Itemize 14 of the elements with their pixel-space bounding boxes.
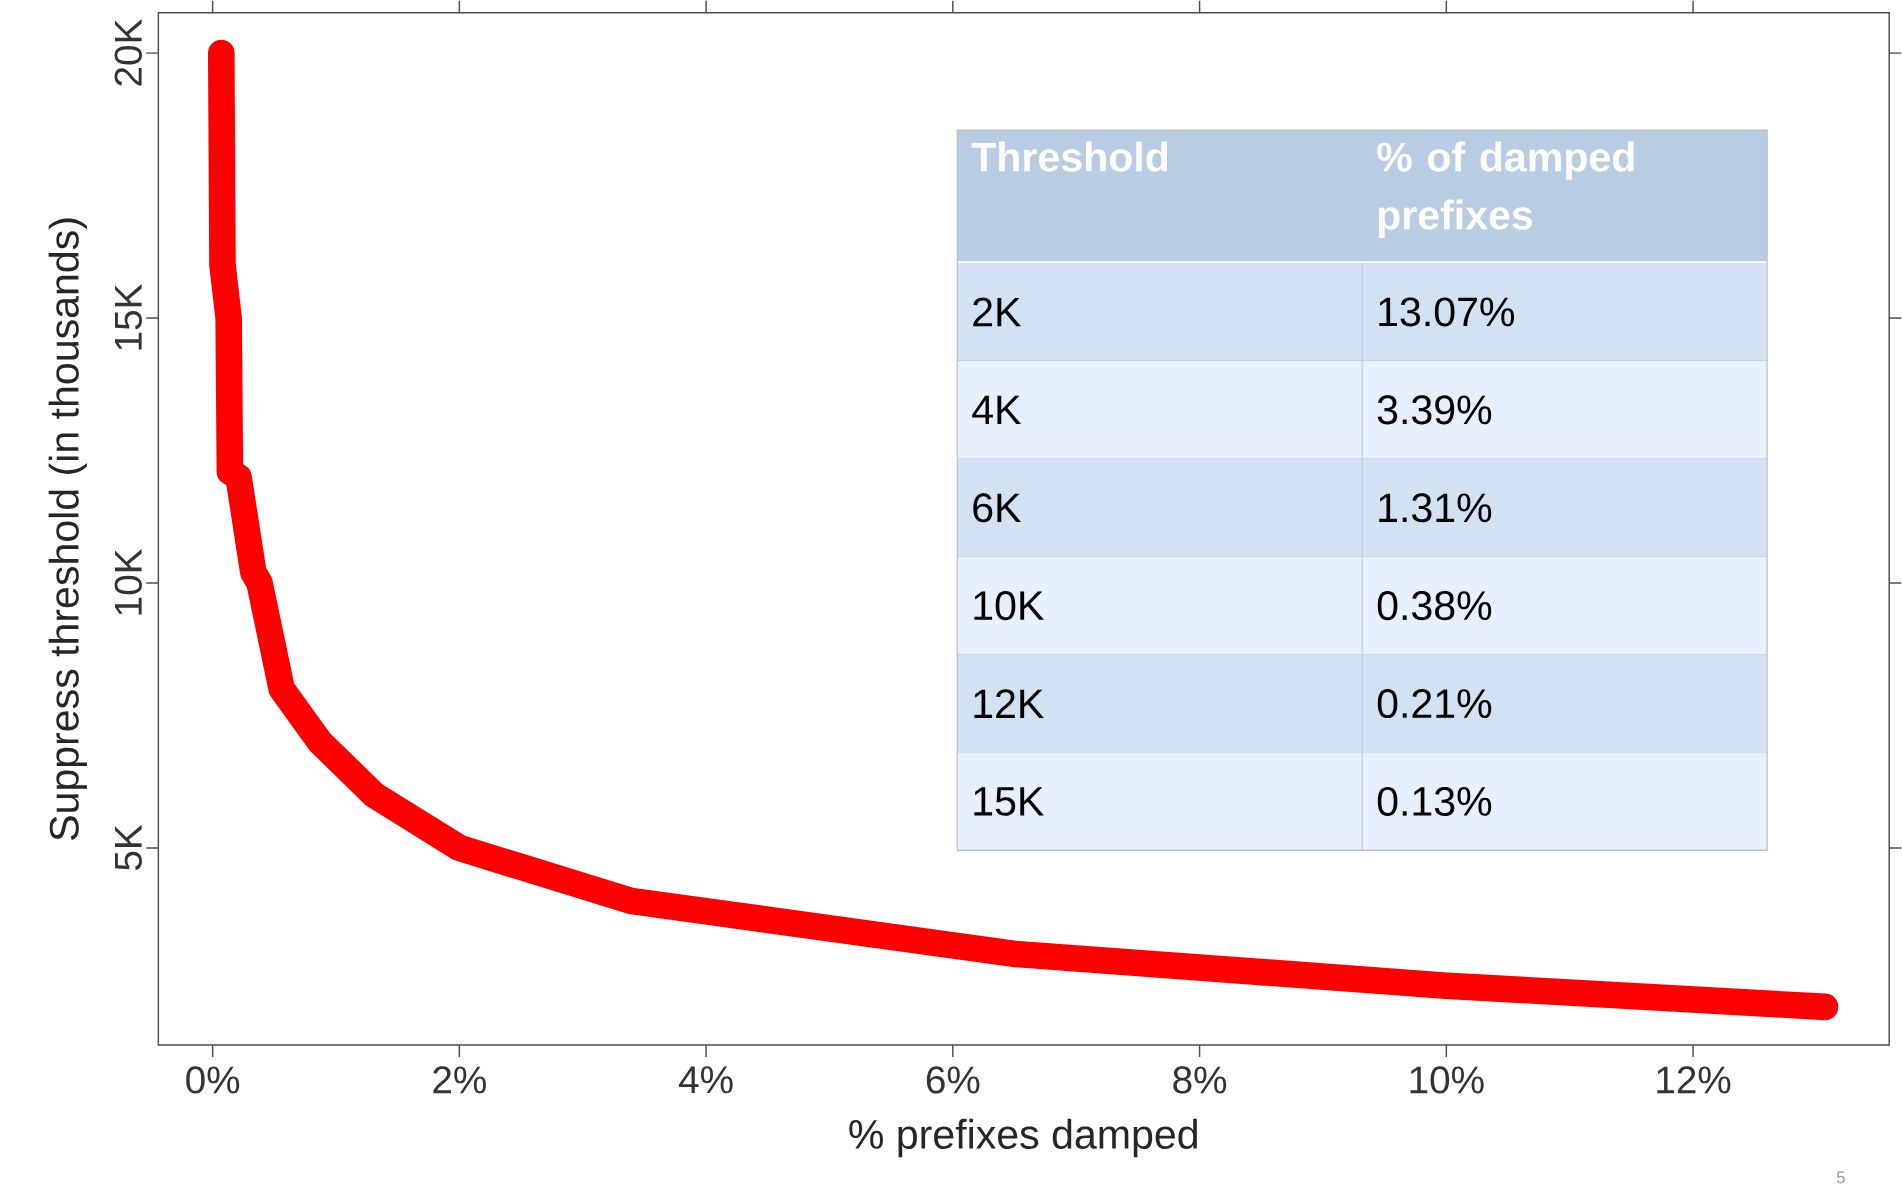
x-axis-title: % prefixes damped bbox=[849, 1119, 1197, 1158]
y-tick-label: 20K bbox=[114, 19, 142, 86]
x-tick-label: 0% bbox=[186, 1066, 240, 1094]
x-tick-label: 4% bbox=[679, 1066, 733, 1094]
x-tick-label: 6% bbox=[926, 1066, 980, 1094]
y-axis-title: Suppress threshold (in thousands) bbox=[48, 218, 87, 841]
y-tick-label: 5K bbox=[115, 824, 142, 871]
x-tick-label: 10% bbox=[1410, 1066, 1484, 1094]
x-tick-label: 12% bbox=[1657, 1066, 1731, 1094]
x-tick-label: 8% bbox=[1173, 1066, 1227, 1094]
text: 5 bbox=[1836, 1171, 1845, 1184]
y-tick-label: 15K bbox=[115, 284, 142, 350]
x-tick-label: 2% bbox=[433, 1066, 486, 1094]
y-tick-label: 10K bbox=[114, 549, 142, 615]
